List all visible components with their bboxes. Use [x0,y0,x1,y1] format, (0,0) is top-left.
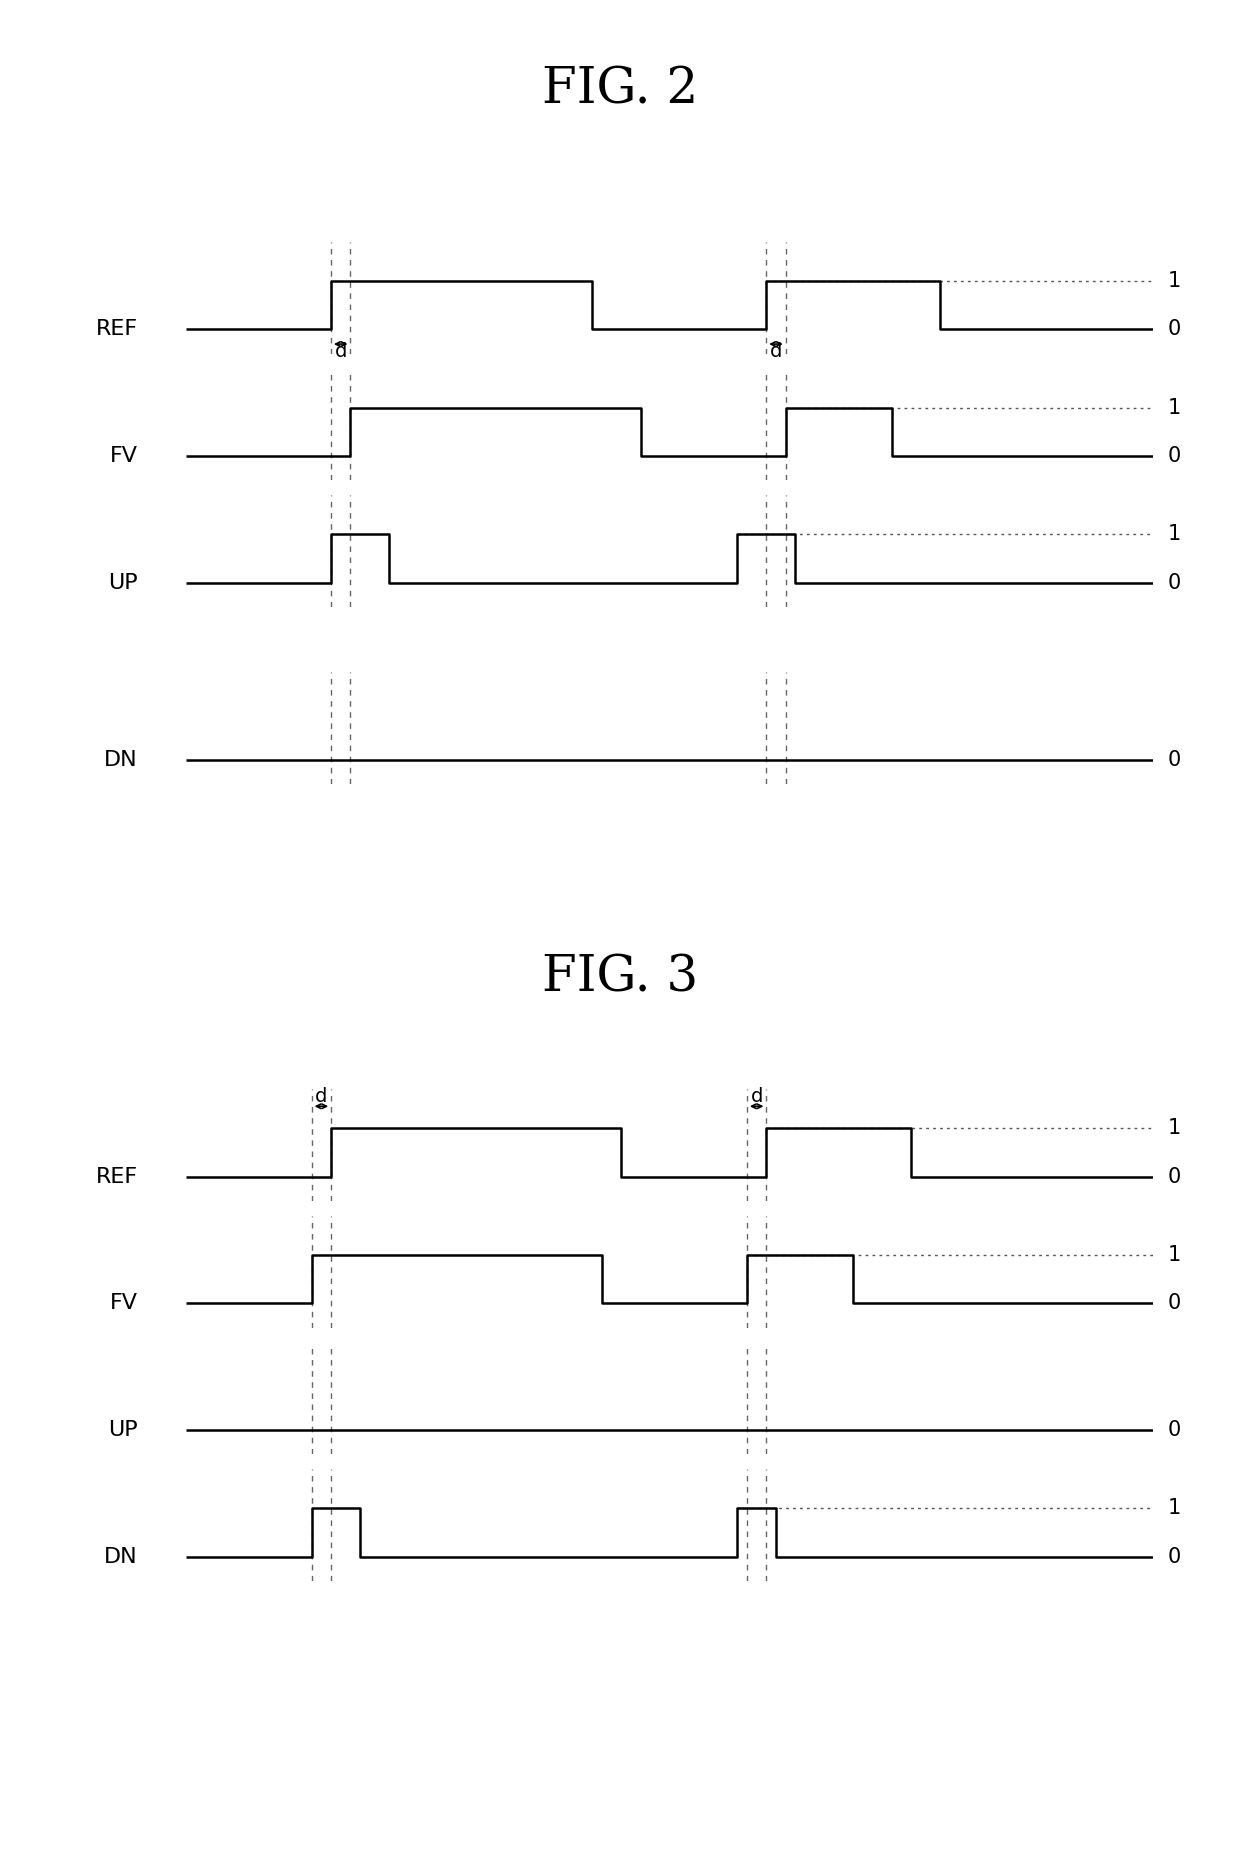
Text: UP: UP [108,1421,138,1439]
Text: 1: 1 [1168,1117,1180,1138]
Text: d: d [335,343,347,361]
Text: 0: 0 [1168,447,1180,466]
Text: FIG. 3: FIG. 3 [542,953,698,1004]
Text: 0: 0 [1168,1294,1180,1313]
Text: FIG. 2: FIG. 2 [542,65,698,115]
Text: 1: 1 [1168,1497,1180,1518]
Text: 0: 0 [1168,320,1180,339]
Text: REF: REF [95,1167,138,1186]
Text: 0: 0 [1168,1167,1180,1186]
Text: 1: 1 [1168,1244,1180,1264]
Text: d: d [315,1087,327,1106]
Text: 1: 1 [1168,397,1180,417]
Text: 1: 1 [1168,523,1180,544]
Text: d: d [750,1087,763,1106]
Text: FV: FV [109,447,138,466]
Text: 0: 0 [1168,1547,1180,1566]
Text: 0: 0 [1168,1421,1180,1439]
Text: 0: 0 [1168,750,1180,769]
Text: DN: DN [104,750,138,769]
Text: 0: 0 [1168,573,1180,592]
Text: DN: DN [104,1547,138,1566]
Text: UP: UP [108,573,138,592]
Text: d: d [770,343,782,361]
Text: FV: FV [109,1294,138,1313]
Text: 1: 1 [1168,270,1180,290]
Text: REF: REF [95,320,138,339]
